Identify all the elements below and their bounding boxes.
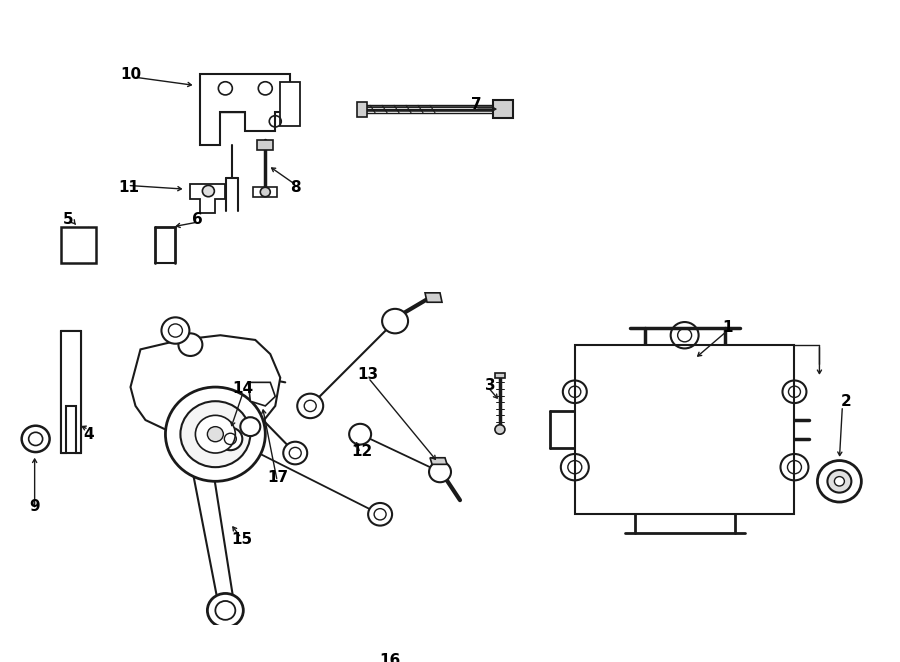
Polygon shape bbox=[493, 100, 513, 118]
Text: 10: 10 bbox=[120, 67, 141, 81]
Polygon shape bbox=[575, 345, 795, 514]
Polygon shape bbox=[185, 434, 233, 599]
Circle shape bbox=[349, 424, 371, 445]
Text: 6: 6 bbox=[192, 212, 202, 227]
Polygon shape bbox=[257, 140, 274, 150]
Polygon shape bbox=[191, 185, 225, 213]
Text: 2: 2 bbox=[841, 394, 851, 408]
Circle shape bbox=[495, 425, 505, 434]
Circle shape bbox=[207, 593, 243, 628]
Text: 5: 5 bbox=[63, 212, 74, 227]
Text: 8: 8 bbox=[290, 180, 301, 195]
Text: 17: 17 bbox=[267, 470, 289, 485]
Polygon shape bbox=[60, 330, 81, 453]
Polygon shape bbox=[60, 227, 95, 263]
Text: 16: 16 bbox=[380, 653, 400, 662]
Circle shape bbox=[817, 461, 861, 502]
Text: 12: 12 bbox=[352, 444, 373, 459]
Circle shape bbox=[202, 185, 214, 197]
Circle shape bbox=[368, 503, 392, 526]
Polygon shape bbox=[280, 81, 301, 126]
Circle shape bbox=[166, 387, 266, 481]
Text: 15: 15 bbox=[232, 532, 253, 547]
Text: 7: 7 bbox=[471, 97, 482, 112]
Circle shape bbox=[297, 394, 323, 418]
Text: 4: 4 bbox=[83, 427, 94, 442]
Circle shape bbox=[178, 334, 202, 356]
Circle shape bbox=[284, 442, 307, 464]
Polygon shape bbox=[357, 101, 367, 117]
Circle shape bbox=[219, 428, 242, 450]
Text: 14: 14 bbox=[233, 381, 254, 397]
Circle shape bbox=[429, 461, 451, 482]
Circle shape bbox=[22, 426, 50, 452]
Circle shape bbox=[161, 317, 189, 344]
Text: 11: 11 bbox=[118, 180, 139, 195]
Circle shape bbox=[827, 470, 851, 493]
Circle shape bbox=[211, 426, 230, 446]
Polygon shape bbox=[253, 187, 277, 197]
Circle shape bbox=[260, 187, 270, 197]
Circle shape bbox=[834, 477, 844, 486]
Polygon shape bbox=[425, 293, 442, 303]
Polygon shape bbox=[495, 373, 505, 377]
Circle shape bbox=[382, 309, 408, 334]
Polygon shape bbox=[130, 335, 280, 439]
Circle shape bbox=[195, 415, 235, 453]
Circle shape bbox=[240, 417, 260, 436]
Text: 1: 1 bbox=[723, 320, 733, 335]
Circle shape bbox=[207, 426, 223, 442]
Polygon shape bbox=[654, 401, 715, 457]
Text: 3: 3 bbox=[484, 378, 495, 393]
Circle shape bbox=[180, 401, 250, 467]
Polygon shape bbox=[201, 74, 290, 145]
Polygon shape bbox=[248, 383, 275, 406]
Text: 9: 9 bbox=[30, 499, 40, 514]
Polygon shape bbox=[430, 457, 447, 464]
Text: 13: 13 bbox=[357, 367, 379, 383]
